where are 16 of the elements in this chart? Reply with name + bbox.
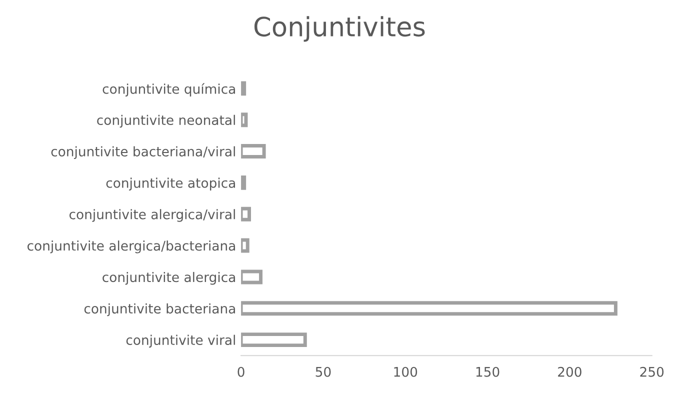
y-tick-label: conjuntivite alergica/bacteriana — [28, 240, 235, 254]
chart-title: Conjuntivites — [254, 16, 425, 42]
x-tick-label: 100 — [394, 366, 418, 377]
y-tick-label: conjuntivite bacteriana/viral — [51, 146, 235, 160]
y-tick-label: conjuntivite alergica/viral — [69, 209, 235, 222]
x-tick-label: 0 — [238, 366, 244, 377]
x-tick-label: 200 — [558, 366, 582, 377]
y-tick-label: conjuntivite alergica — [102, 272, 235, 285]
y-tick-label: conjuntivite viral — [126, 334, 235, 348]
y-tick-label: conjuntivite química — [102, 83, 235, 96]
y-tick-label: conjuntivite bacteriana — [84, 303, 235, 316]
x-tick-label: 250 — [640, 366, 664, 377]
y-tick-label: conjuntivite atopica — [106, 178, 235, 190]
y-tick-label: conjuntivite neonatal — [97, 114, 235, 128]
x-tick-label: 50 — [316, 366, 331, 377]
x-tick-label: 150 — [476, 366, 500, 377]
